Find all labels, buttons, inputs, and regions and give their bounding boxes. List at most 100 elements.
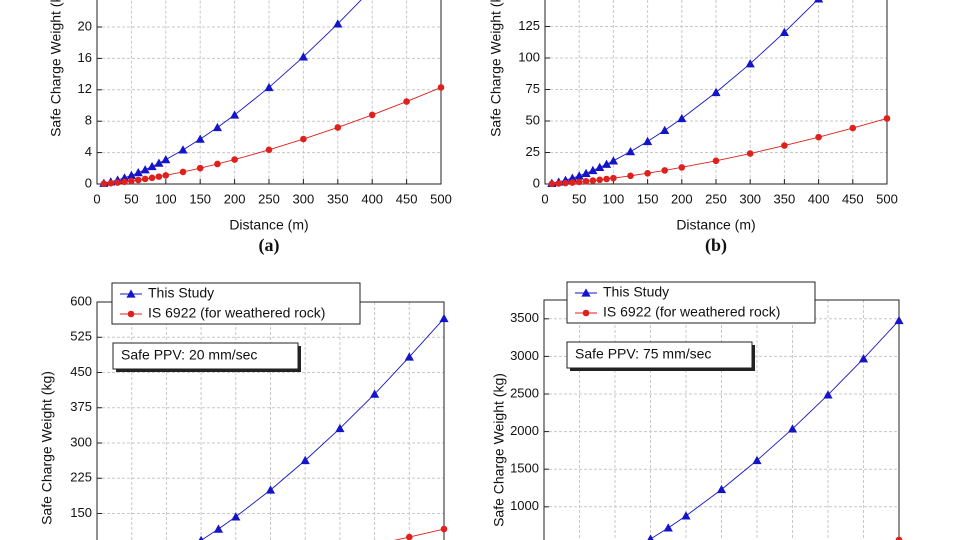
y-axis-title: Safe Charge Weight (kg) [39,371,55,525]
data-point [660,125,670,135]
data-point [214,160,221,168]
y-tick-label: 8 [85,113,92,128]
y-tick-label: 450 [70,364,92,379]
data-point [335,423,345,433]
data-point [161,154,171,164]
data-point [746,150,754,157]
annotation-box [566,341,753,369]
x-tick-label: 50 [572,191,586,206]
x-tick-label: 300 [739,191,761,206]
panel-caption: (b) [705,235,727,256]
data-point [608,156,618,165]
y-tick-label: 375 [70,399,92,414]
data-point [212,122,222,132]
y-tick-label: 12 [78,81,92,96]
data-point [663,523,673,532]
data-point [230,110,240,119]
x-tick-label: 400 [361,191,383,206]
legend-box [111,282,361,325]
x-tick-label: 450 [842,191,864,206]
data-point [712,157,720,165]
data-point [858,354,869,363]
x-tick-label: 200 [671,191,693,206]
data-point [781,142,788,149]
y-axis-title: Safe Charge Weight (kg) [488,0,504,137]
x-tick-label: 500 [430,191,452,206]
x-tick-label: 150 [637,191,659,206]
x-tick-label: 0 [541,191,548,206]
data-point [745,59,755,68]
chart-panel: 0 50 100 150 200 250 300 350 400 450 500 0 4 8 12 16 20 D… [48,0,452,256]
x-tick-label: 50 [124,191,138,206]
data-point [178,145,188,154]
y-tick-label: 16 [78,50,92,65]
data-point [334,124,342,131]
data-point [162,172,170,179]
x-tick-label: 100 [603,191,625,206]
legend-label: IS 6922 (for weathered rock) [603,304,780,320]
data-point [643,136,653,146]
data-point [849,124,857,132]
chart-panel: 150 225 300 375 450 525 600 Safe Charge Weight … [39,282,449,540]
y-tick-label: 1500 [510,461,539,476]
data-point [644,169,651,177]
data-point [333,19,343,28]
data-point [213,524,224,533]
x-tick-label: 150 [189,191,211,206]
data-point [264,82,274,92]
data-point [140,165,150,174]
data-point [300,455,310,465]
data-point [406,533,413,540]
legend-label: This Study [603,284,669,300]
chart-panel: 0 50 100 150 200 250 300 350 400 450 500 0 25 50 75 100… [488,0,898,256]
data-point [895,536,903,540]
data-point [133,168,143,177]
legend-box [566,281,816,324]
data-point [677,113,687,123]
data-point [300,135,307,143]
series-line [200,318,445,540]
y-tick-label: 2500 [510,385,539,400]
x-tick-label: 350 [774,191,796,206]
data-point [403,98,410,105]
data-point [815,133,822,141]
data-point [100,180,108,188]
chart-panel: 1000 1500 2000 2500 3000 3500 Safe Charge Weig… [491,281,904,540]
panel-caption: (a) [259,235,280,256]
x-tick-label: 400 [808,191,830,206]
data-point [567,173,577,182]
legend-marker [127,310,135,318]
data-point [155,173,163,180]
data-point [128,177,135,185]
data-point [370,389,380,398]
data-point [610,174,617,182]
data-point [147,161,157,171]
y-axis-title: Safe Charge Weight (kg) [48,0,64,137]
x-tick-label: 300 [293,191,315,206]
x-axis-title: Distance (m) [229,217,308,233]
data-point [107,179,115,187]
x-tick-label: 250 [258,191,280,206]
y-tick-label: 2000 [510,423,539,438]
x-axis-title: Distance (m) [676,217,755,233]
data-point [681,511,691,520]
data-point [595,162,605,172]
y-tick-label: 25 [526,144,540,159]
data-point [119,173,130,182]
data-point [555,180,562,187]
data-point [231,156,238,163]
y-tick-label: 20 [78,18,92,33]
annotation: Safe PPV: 20 mm/sec [121,347,257,363]
y-tick-label: 125 [518,18,540,33]
data-point [787,424,798,433]
legend-label: This Study [148,285,214,301]
legend-marker [582,309,590,317]
data-point [589,177,597,184]
data-point [678,164,686,171]
y-tick-label: 150 [70,505,92,520]
data-point [141,175,149,183]
series-line [551,118,888,185]
annotation-box [112,342,299,370]
y-tick-label: 600 [70,293,92,308]
